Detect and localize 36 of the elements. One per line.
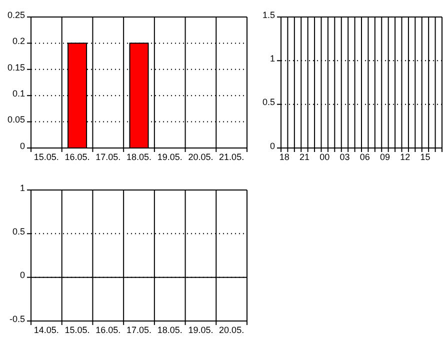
x-tick-label: 17.05. [96,152,121,162]
y-tick-label: 0.5 [12,226,25,237]
y-tick-label: 1 [20,182,25,193]
y-tick-label: 0.2 [12,36,25,46]
x-tick-label: 19.05. [157,152,182,162]
y-tick-label: 0 [270,140,275,151]
y-tick-label: 0.5 [262,97,275,108]
x-tick-label: 03 [340,152,350,162]
x-tick-label: 15 [420,152,430,162]
x-tick-label: 09 [380,152,390,162]
x-tick-label: 21.05. [219,152,244,162]
y-tick-label: 0.15 [7,62,25,72]
y-tick-label: 0.05 [7,114,25,125]
x-tick-label: 15.05. [64,325,90,335]
x-tick-label: 17.05. [126,325,152,335]
x-tick-label: 20.05. [188,152,214,162]
x-tick-label: 20.05. [219,325,244,335]
x-tick-label: 15.05. [34,152,59,162]
y-tick-label: 0 [20,270,25,280]
y-tick-label: 1 [270,54,275,64]
x-tick-label: 06 [360,152,370,162]
x-tick-label: 19.05. [188,325,214,335]
y-tick-label: 0.1 [12,88,25,98]
x-tick-label: 16.05. [96,325,121,335]
y-tick-label: 0.25 [7,10,25,20]
x-tick-label: 00 [320,152,330,162]
x-tick-label: 21 [299,152,310,162]
x-tick-label: 16.05. [64,152,90,162]
x-tick-label: 18 [279,152,290,162]
x-tick-label: 12 [400,152,410,162]
x-tick-label: 18.05. [157,325,182,335]
x-tick-label: 14.05. [34,325,59,335]
y-tick-label: -0.5 [9,314,25,324]
y-tick-label: 0 [20,140,25,151]
x-tick-label: 18.05. [126,152,152,162]
y-tick-label: 1.5 [262,10,275,20]
